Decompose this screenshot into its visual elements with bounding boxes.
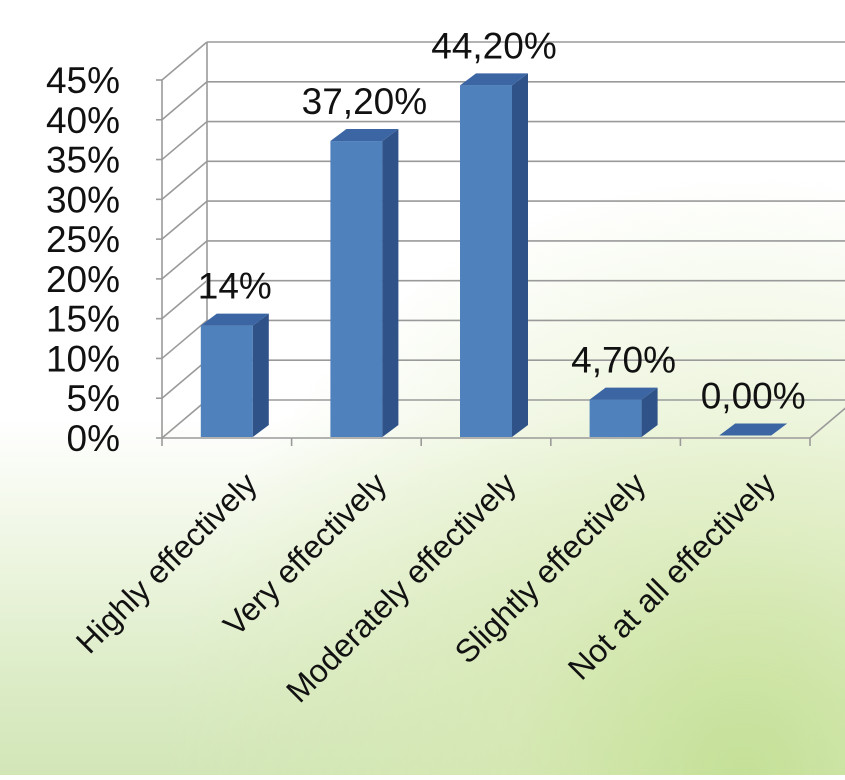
side-gridline-6 bbox=[161, 160, 208, 200]
y-tick-label-8: 40% bbox=[46, 100, 120, 141]
bar-top-4 bbox=[719, 423, 788, 436]
bar-top-3 bbox=[589, 387, 658, 400]
category-label-2: Moderately effectively bbox=[279, 465, 523, 709]
side-gridline-8 bbox=[161, 81, 208, 121]
data-label-4: 0,00% bbox=[701, 376, 806, 417]
side-gridline-9 bbox=[161, 41, 208, 81]
data-label-0: 14% bbox=[198, 266, 272, 307]
side-gridline-1 bbox=[161, 359, 208, 399]
y-tick-label-3: 15% bbox=[46, 299, 120, 340]
side-gridline-4 bbox=[161, 240, 208, 280]
bar-side-3 bbox=[641, 387, 658, 437]
y-tick-label-1: 5% bbox=[67, 378, 120, 419]
side-gridline-5 bbox=[161, 200, 208, 240]
bar-side-1 bbox=[382, 129, 399, 437]
y-tick-label-5: 25% bbox=[46, 219, 120, 260]
y-tick-label-6: 30% bbox=[46, 179, 120, 220]
y-tick-label-2: 10% bbox=[46, 338, 120, 379]
bar-side-2 bbox=[512, 73, 528, 437]
bar-top-0 bbox=[200, 313, 269, 326]
side-gridline-3 bbox=[161, 280, 208, 320]
data-label-3: 4,70% bbox=[571, 340, 676, 381]
data-label-1: 37,20% bbox=[302, 81, 428, 122]
bar-front-1 bbox=[330, 141, 383, 437]
side-gridline-0 bbox=[161, 399, 208, 439]
side-gridline-7 bbox=[161, 120, 208, 161]
side-gridline-2 bbox=[161, 319, 208, 360]
bar-front-3 bbox=[589, 399, 642, 437]
y-tick-label-9: 45% bbox=[46, 60, 120, 101]
bar-side-0 bbox=[252, 313, 269, 437]
y-tick-label-7: 35% bbox=[46, 140, 120, 181]
bar-top-2 bbox=[460, 73, 528, 86]
bar-front-2 bbox=[460, 85, 512, 437]
bar-front-0 bbox=[200, 325, 253, 437]
y-tick-label-0: 0% bbox=[67, 418, 120, 459]
data-label-2: 44,20% bbox=[431, 25, 557, 66]
y-tick-label-4: 20% bbox=[46, 259, 120, 300]
bar-top-1 bbox=[330, 129, 399, 142]
floor-right-edge bbox=[809, 407, 845, 439]
